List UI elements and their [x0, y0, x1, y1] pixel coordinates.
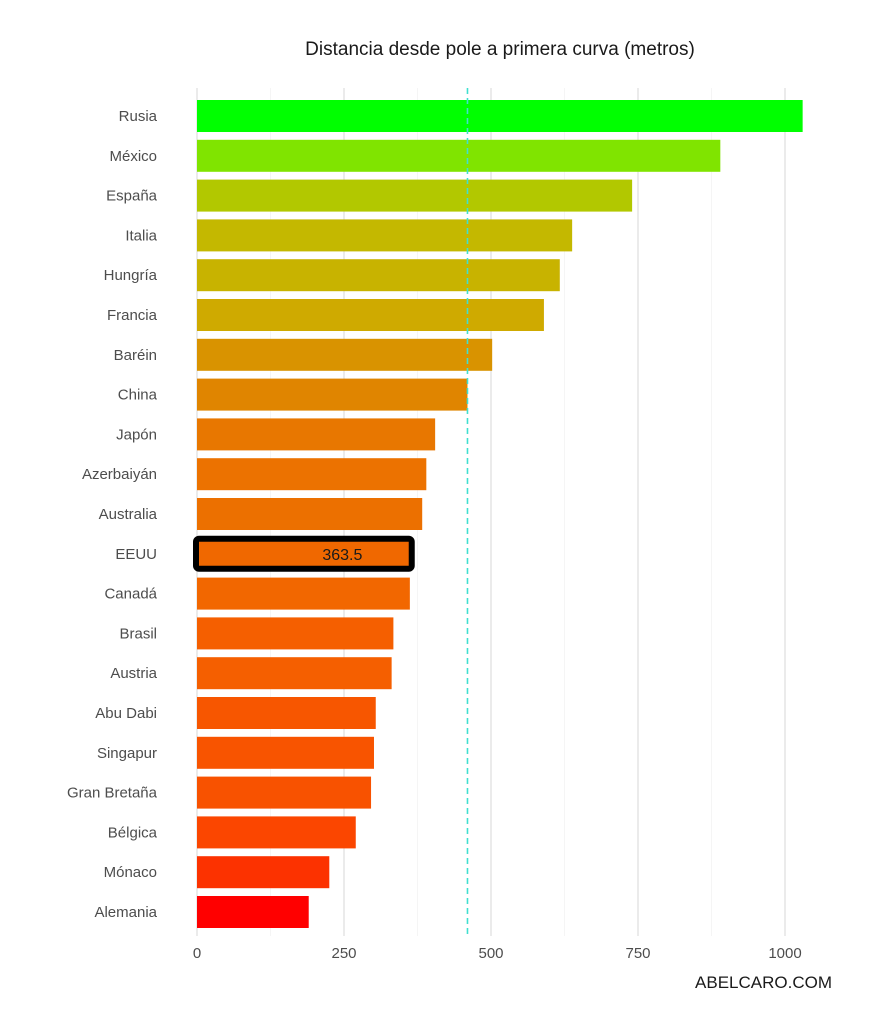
- highlight-value-label: 363.5: [322, 547, 362, 564]
- chart-title: Distancia desde pole a primera curva (me…: [305, 39, 695, 60]
- bar-Italia: [197, 219, 573, 252]
- x-tick-labels: 0 250 500 750 1000: [193, 945, 802, 962]
- category-label: Italia: [125, 227, 157, 244]
- category-label: Australia: [99, 506, 158, 523]
- category-label: Alemania: [94, 904, 157, 921]
- category-label: Hungría: [104, 267, 158, 284]
- x-tick-label: 500: [478, 945, 503, 962]
- bar-Baréin: [197, 338, 493, 371]
- category-label: Bélgica: [108, 824, 158, 841]
- category-label: Japón: [116, 426, 157, 443]
- category-label: Francia: [107, 307, 158, 324]
- category-label: Canadá: [104, 586, 157, 603]
- x-tick-label: 250: [331, 945, 356, 962]
- bar-Singapur: [197, 736, 374, 769]
- bar-Austria: [197, 657, 392, 690]
- category-label: Rusia: [119, 108, 158, 125]
- bars: [197, 100, 803, 928]
- bar-Francia: [197, 299, 544, 331]
- category-label: China: [118, 387, 158, 404]
- bar-EEUU: [197, 537, 411, 570]
- bar-Rusia: [197, 100, 803, 132]
- category-label: Abu Dabi: [95, 705, 157, 722]
- bar-Bélgica: [197, 816, 356, 849]
- category-label: España: [106, 188, 158, 205]
- bar-Japón: [197, 418, 436, 451]
- x-tick-label: 750: [625, 945, 650, 962]
- category-label: Austria: [110, 665, 157, 682]
- highlight-group: 363.5: [193, 535, 415, 572]
- bar-Abu Dabi: [197, 697, 376, 729]
- bar-Alemania: [197, 896, 309, 928]
- category-label: Brasil: [119, 625, 157, 642]
- bar-Australia: [197, 498, 423, 530]
- bar-Azerbaiyán: [197, 458, 427, 491]
- bar-Mónaco: [197, 856, 330, 889]
- bar-Hungría: [197, 259, 560, 292]
- bar-Brasil: [197, 617, 394, 650]
- category-label: Mónaco: [104, 864, 157, 881]
- bar-Canadá: [197, 577, 410, 610]
- category-label: Singapur: [97, 745, 157, 762]
- credit-text: ABELCARO.COM: [695, 973, 832, 992]
- category-label: México: [109, 148, 157, 165]
- highlight-box: [193, 535, 415, 572]
- category-label: Baréin: [114, 347, 157, 364]
- bar-México: [197, 139, 721, 172]
- category-label: EEUU: [115, 546, 157, 563]
- bar-España: [197, 179, 633, 212]
- category-label: Gran Bretaña: [67, 785, 158, 802]
- bar-Gran Bretaña: [197, 776, 372, 809]
- category-labels: Rusia México España Italia Hungría Francia Bar…: [67, 108, 158, 921]
- x-tick-label: 1000: [768, 945, 801, 962]
- bar-China: [197, 378, 468, 411]
- x-tick-label: 0: [193, 945, 201, 962]
- category-label: Azerbaiyán: [82, 466, 157, 483]
